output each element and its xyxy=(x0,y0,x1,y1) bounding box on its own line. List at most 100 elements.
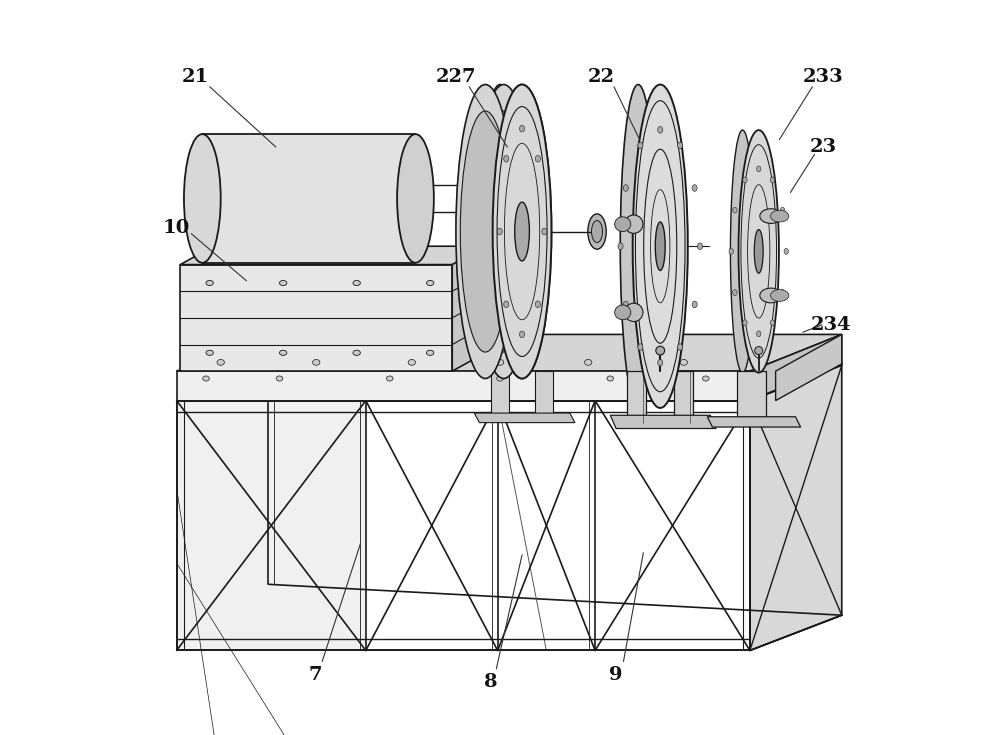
Ellipse shape xyxy=(426,351,434,356)
Ellipse shape xyxy=(784,248,788,254)
Ellipse shape xyxy=(770,320,775,326)
Ellipse shape xyxy=(780,290,785,295)
Ellipse shape xyxy=(656,346,665,355)
Ellipse shape xyxy=(754,229,763,273)
Text: 234: 234 xyxy=(810,316,851,334)
Ellipse shape xyxy=(206,281,213,286)
Polygon shape xyxy=(491,371,509,419)
Text: 10: 10 xyxy=(163,219,190,237)
Polygon shape xyxy=(474,413,575,423)
Text: 22: 22 xyxy=(588,68,615,86)
Text: 9: 9 xyxy=(609,666,623,684)
Ellipse shape xyxy=(615,217,631,232)
Ellipse shape xyxy=(217,359,224,365)
Ellipse shape xyxy=(730,130,755,373)
Polygon shape xyxy=(177,401,366,650)
Ellipse shape xyxy=(743,320,747,326)
Polygon shape xyxy=(180,246,485,265)
Ellipse shape xyxy=(680,359,687,365)
Ellipse shape xyxy=(279,281,287,286)
Ellipse shape xyxy=(353,281,360,286)
Ellipse shape xyxy=(743,177,747,183)
Polygon shape xyxy=(627,371,646,423)
Polygon shape xyxy=(737,371,766,423)
Polygon shape xyxy=(750,334,842,401)
Ellipse shape xyxy=(625,303,643,322)
Ellipse shape xyxy=(592,220,603,243)
Ellipse shape xyxy=(760,288,782,303)
Polygon shape xyxy=(177,334,842,371)
Ellipse shape xyxy=(757,331,761,337)
Ellipse shape xyxy=(658,359,663,366)
Ellipse shape xyxy=(519,126,525,132)
Ellipse shape xyxy=(497,376,503,381)
Ellipse shape xyxy=(496,359,504,365)
Ellipse shape xyxy=(397,135,434,263)
Ellipse shape xyxy=(585,359,592,365)
Ellipse shape xyxy=(615,305,631,320)
Ellipse shape xyxy=(206,351,213,356)
Text: 21: 21 xyxy=(181,68,209,86)
Text: 7: 7 xyxy=(308,666,322,684)
Polygon shape xyxy=(535,371,553,419)
Polygon shape xyxy=(452,246,485,371)
Text: 233: 233 xyxy=(803,68,844,86)
Text: 8: 8 xyxy=(484,673,498,691)
Ellipse shape xyxy=(479,111,529,352)
Ellipse shape xyxy=(655,222,665,270)
Ellipse shape xyxy=(780,207,785,213)
Ellipse shape xyxy=(493,85,551,379)
Ellipse shape xyxy=(353,351,360,356)
Ellipse shape xyxy=(770,210,789,222)
Polygon shape xyxy=(750,365,842,650)
Ellipse shape xyxy=(739,130,779,373)
Ellipse shape xyxy=(519,331,525,338)
Ellipse shape xyxy=(770,290,789,301)
Ellipse shape xyxy=(678,344,683,351)
Ellipse shape xyxy=(607,376,614,381)
Polygon shape xyxy=(202,135,415,263)
Ellipse shape xyxy=(633,85,688,408)
Ellipse shape xyxy=(279,351,287,356)
Ellipse shape xyxy=(692,184,697,191)
Polygon shape xyxy=(707,417,801,427)
Ellipse shape xyxy=(733,290,737,295)
Ellipse shape xyxy=(313,359,320,365)
Ellipse shape xyxy=(733,207,737,213)
Ellipse shape xyxy=(638,344,643,351)
Ellipse shape xyxy=(184,135,221,263)
Ellipse shape xyxy=(658,126,663,133)
Ellipse shape xyxy=(456,85,515,379)
Ellipse shape xyxy=(203,376,209,381)
Ellipse shape xyxy=(515,202,529,261)
Ellipse shape xyxy=(504,301,509,307)
Polygon shape xyxy=(674,371,693,423)
Ellipse shape xyxy=(729,248,733,254)
Ellipse shape xyxy=(535,301,540,307)
Ellipse shape xyxy=(623,184,628,191)
Ellipse shape xyxy=(542,228,547,235)
Ellipse shape xyxy=(770,177,775,183)
Ellipse shape xyxy=(493,85,551,379)
Ellipse shape xyxy=(504,156,509,162)
Ellipse shape xyxy=(755,346,763,355)
Ellipse shape xyxy=(760,209,782,223)
Ellipse shape xyxy=(678,142,683,148)
Ellipse shape xyxy=(697,243,702,250)
Ellipse shape xyxy=(474,85,533,379)
Ellipse shape xyxy=(623,301,628,308)
Ellipse shape xyxy=(618,243,623,250)
Ellipse shape xyxy=(497,111,547,352)
Ellipse shape xyxy=(692,301,697,308)
Polygon shape xyxy=(180,265,452,371)
Ellipse shape xyxy=(625,215,643,234)
Polygon shape xyxy=(610,415,716,429)
Ellipse shape xyxy=(535,156,540,162)
Ellipse shape xyxy=(386,376,393,381)
Ellipse shape xyxy=(620,85,656,408)
Ellipse shape xyxy=(485,185,500,212)
Ellipse shape xyxy=(408,359,415,365)
Ellipse shape xyxy=(426,281,434,286)
Ellipse shape xyxy=(638,142,643,148)
Ellipse shape xyxy=(588,214,606,249)
